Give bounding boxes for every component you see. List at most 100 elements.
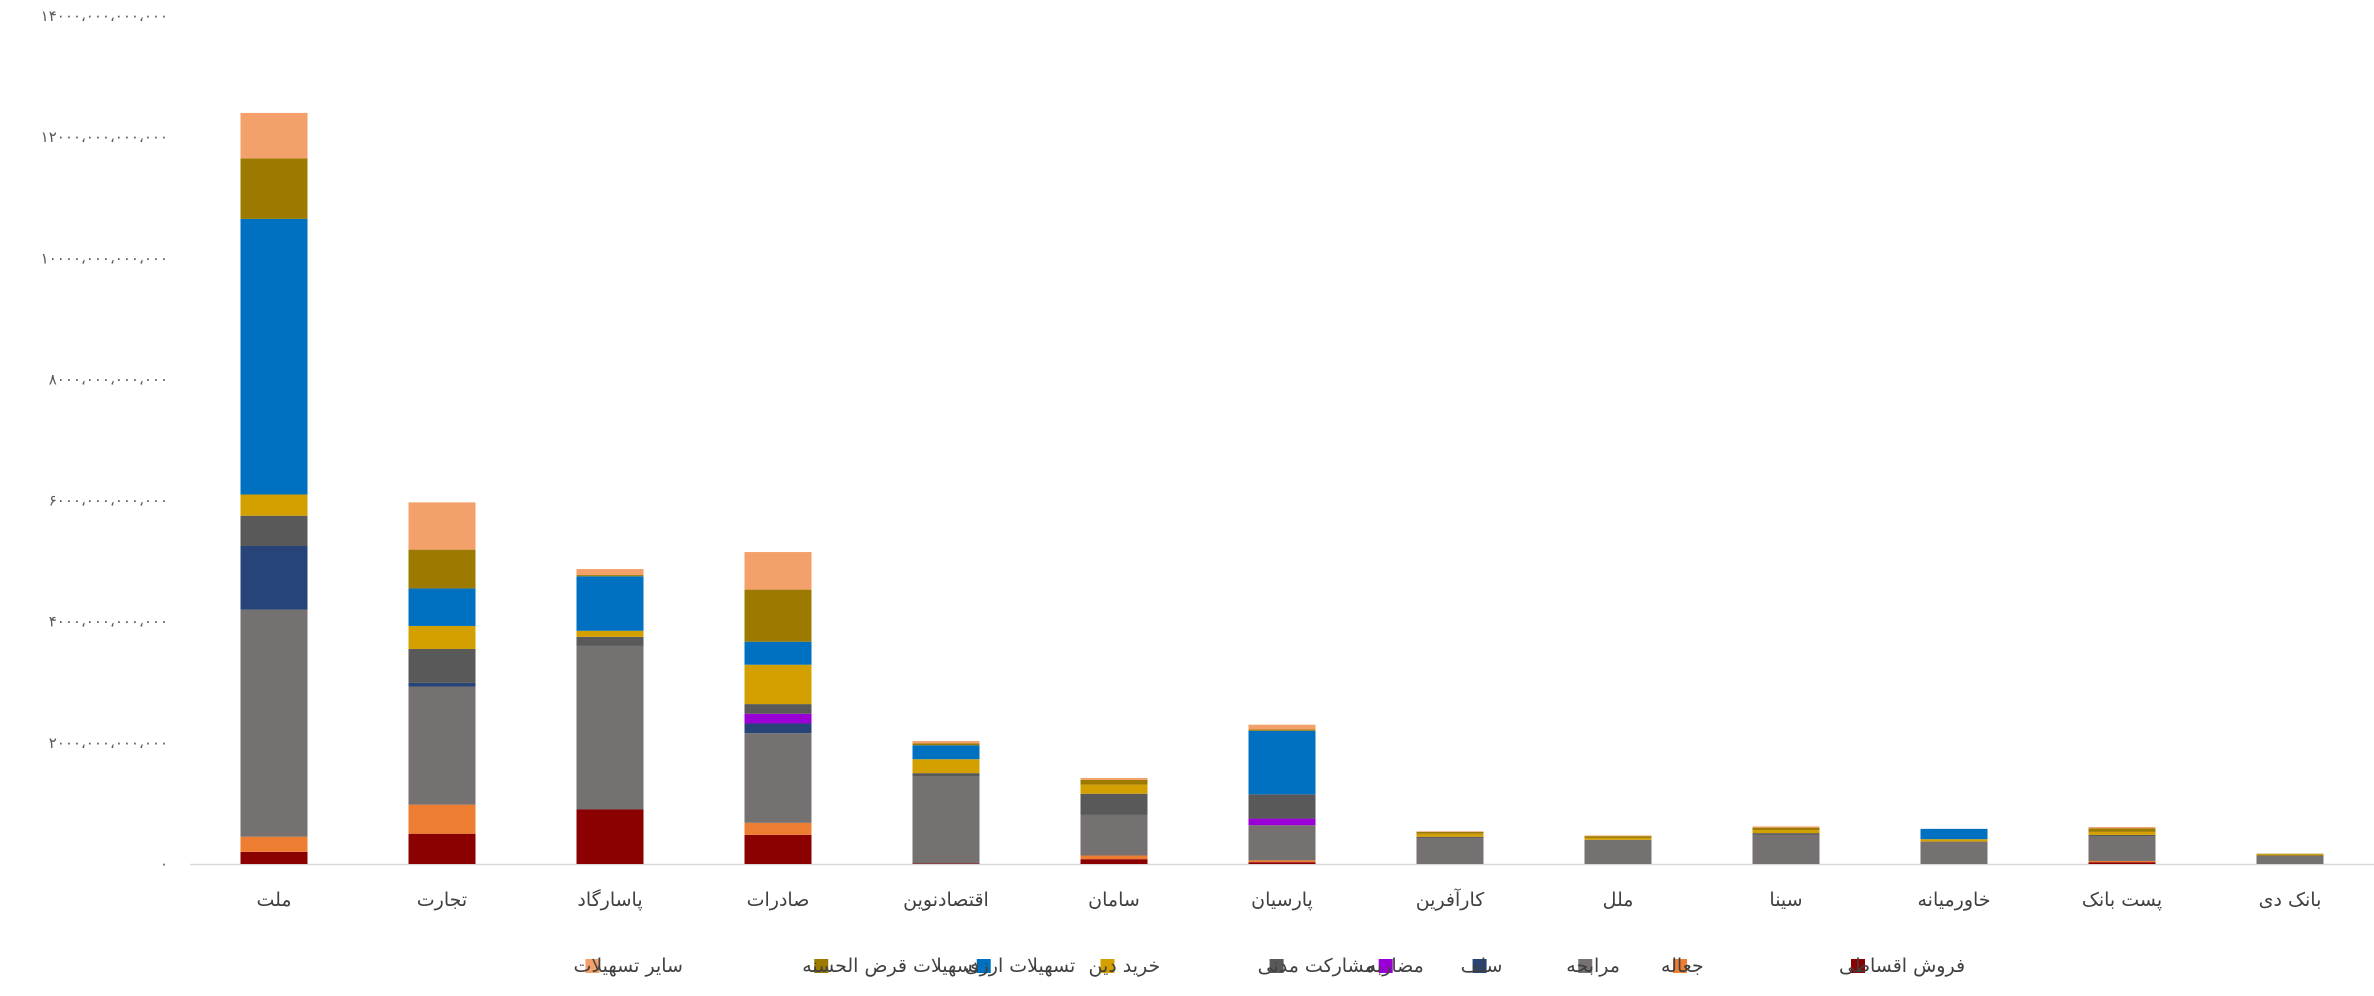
bar-segment: [240, 515, 308, 546]
bar-segment: [576, 809, 644, 864]
bar-stack: [744, 552, 812, 864]
bar-segment: [912, 743, 980, 746]
x-tick-label: کارآفرین: [1416, 887, 1486, 911]
bar-segment: [744, 834, 812, 864]
legend-item: مضاربه: [1367, 955, 1424, 977]
bar-segment: [576, 575, 644, 577]
bar-stack: [1248, 724, 1316, 864]
bar-segment: [1416, 837, 1484, 864]
bar-segment: [408, 682, 476, 687]
legend-label: مرابحه: [1566, 955, 1620, 977]
bar-stack: [240, 112, 308, 864]
bar-segment: [240, 158, 308, 219]
x-tick-label: پارسیان: [1251, 889, 1313, 911]
bar-stack: [2256, 853, 2324, 864]
legend-swatch: [585, 959, 600, 973]
bar-segment: [912, 741, 980, 744]
bar-segment: [576, 636, 644, 646]
bar-segment: [576, 645, 644, 810]
bar-segment: [2088, 828, 2156, 832]
bar-segment: [576, 569, 644, 576]
bar-segment: [744, 723, 812, 734]
bar-segment: [1416, 831, 1484, 832]
legend-item: مشارکت مدنی: [1258, 955, 1375, 977]
bar-segment: [912, 759, 980, 774]
bar-segment: [744, 704, 812, 714]
bar-segment: [1248, 860, 1316, 863]
bar-segment: [1752, 826, 1820, 828]
legend-swatch: [1851, 959, 1865, 973]
y-tick-label: ۶۰۰۰،۰۰۰،۰۰۰،۰۰۰: [49, 492, 168, 510]
bar-segment: [1248, 794, 1316, 819]
bar-segment: [1416, 836, 1484, 838]
legend-item: سایر تسهیلات: [573, 955, 682, 977]
legend-label: سایر تسهیلات: [573, 955, 682, 977]
bar-segment: [240, 218, 308, 495]
legend-label: خرید دین: [1088, 955, 1160, 977]
x-tick-label: خاورمیانه: [1917, 889, 1990, 911]
bar-segment: [2256, 855, 2324, 857]
y-tick-label: ۸۰۰۰،۰۰۰،۰۰۰،۰۰۰: [49, 370, 168, 388]
bar-segment: [744, 822, 812, 835]
bar-segment: [912, 773, 980, 777]
bar-stack: [1752, 826, 1820, 864]
legend-item: تسهیلات قرض الحسنه: [802, 955, 979, 977]
bar-segment: [1080, 793, 1148, 815]
x-tick-label: سینا: [1769, 889, 1802, 911]
bar-segment: [1080, 859, 1148, 864]
bar-stack: [1416, 831, 1484, 864]
bar-segment: [912, 745, 980, 760]
legend-swatch: [814, 959, 829, 973]
bar-segment: [408, 549, 476, 589]
x-tick-label: پست بانک: [2082, 889, 2162, 911]
legend-item: خرید دین: [1088, 955, 1160, 977]
bar-stack: [1920, 828, 1988, 864]
bar-segment: [2088, 862, 2156, 864]
legend-label: تسهیلات قرض الحسنه: [802, 955, 979, 977]
x-tick-label: بانک دی: [2259, 889, 2322, 911]
legend-swatch: [1378, 959, 1393, 973]
bar-segment: [576, 630, 644, 637]
legend-label: سلف: [1461, 955, 1503, 977]
bar-stack: [2088, 827, 2156, 864]
legend-item: سلف: [1461, 955, 1503, 977]
x-tick-label: پاسارگاد: [577, 888, 642, 911]
bar-segment: [240, 546, 308, 610]
y-tick-label: ۱۰۰۰۰،۰۰۰،۰۰۰،۰۰۰: [41, 249, 168, 267]
bar-segment: [408, 502, 476, 550]
bar-segment: [2088, 834, 2156, 837]
bar-segment: [2256, 856, 2324, 864]
bar-segment: [1584, 836, 1652, 838]
bar-stack: [408, 502, 476, 864]
bar-segment: [408, 625, 476, 649]
y-tick-label: ۴۰۰۰،۰۰۰،۰۰۰،۰۰۰: [49, 613, 168, 631]
bar-segment: [408, 686, 476, 805]
x-tick-label: صادرات: [747, 889, 810, 911]
legend-swatch: [1100, 959, 1115, 973]
bar-segment: [240, 851, 308, 864]
bar-segment: [1080, 779, 1148, 785]
bar-segment: [1080, 814, 1148, 856]
y-axis-tick-labels: ۰ ۲۰۰۰،۰۰۰،۰۰۰،۰۰۰ ۴۰۰۰،۰۰۰،۰۰۰،۰۰۰ ۶۰۰۰،۰۰…: [41, 7, 168, 873]
bar-segment: [1584, 835, 1652, 837]
bar-segment: [1920, 841, 1988, 864]
bar-stack: [576, 569, 644, 864]
bar-segment: [2088, 836, 2156, 861]
bar-segment: [1752, 834, 1820, 864]
bar-segment: [240, 494, 308, 516]
bar-segment: [1752, 827, 1820, 831]
bar-segment: [1584, 839, 1652, 864]
x-axis-category-labels: ملت تجارت پاسارگاد صادرات اقتصادنوین سامان پار…: [256, 887, 2321, 911]
bar-stack: [912, 741, 980, 864]
legend-item: تسهیلات ارزی: [965, 955, 1076, 977]
bar-segment: [744, 713, 812, 724]
bar-segment: [576, 576, 644, 631]
bar-stacks: [240, 112, 2324, 864]
bar-segment: [1080, 784, 1148, 794]
bar-stack: [1584, 835, 1652, 864]
bar-segment: [1752, 830, 1820, 834]
y-tick-label: ۰: [160, 855, 168, 873]
bar-segment: [744, 589, 812, 642]
